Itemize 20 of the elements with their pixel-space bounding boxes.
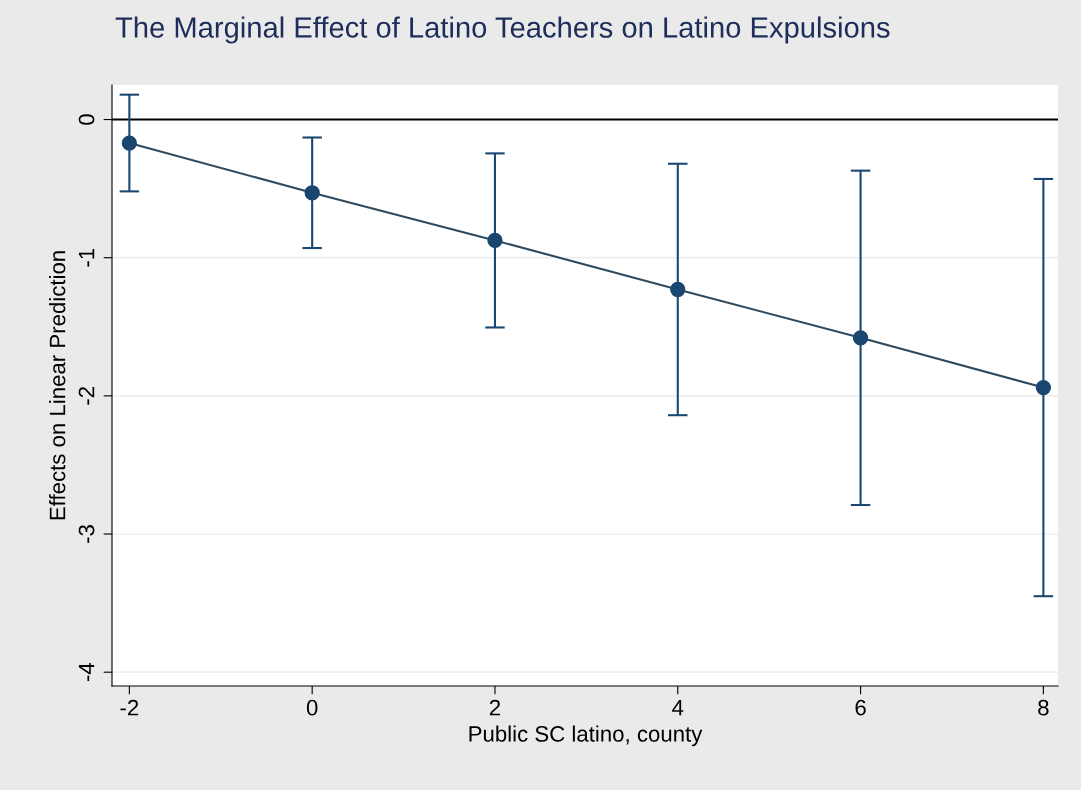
- y-axis-title: Effects on Linear Prediction: [49, 251, 66, 520]
- y-tick-label: -4: [78, 662, 95, 682]
- x-tick-label: 8: [1038, 699, 1049, 716]
- point: [1035, 379, 1052, 396]
- x-axis-title: Public SC latino, county: [469, 725, 703, 747]
- x-tick-label: 0: [306, 699, 318, 716]
- chart-title: The Marginal Effect of Latino Teachers on Latino Expulsions: [115, 16, 890, 44]
- point: [670, 281, 686, 298]
- y-tick-label: -2: [78, 387, 95, 405]
- x-tick-label: 6: [855, 699, 866, 716]
- point: [304, 185, 320, 201]
- point: [487, 232, 503, 249]
- y-tick-label: -1: [78, 248, 95, 267]
- x-tick-label: 2: [489, 699, 501, 716]
- y-tick-label: 0: [78, 114, 95, 125]
- y-tick-label: -3: [78, 525, 95, 543]
- point: [852, 330, 869, 346]
- point: [121, 135, 138, 151]
- x-tick-label: -2: [120, 699, 139, 716]
- x-tick-label: 4: [672, 700, 684, 716]
